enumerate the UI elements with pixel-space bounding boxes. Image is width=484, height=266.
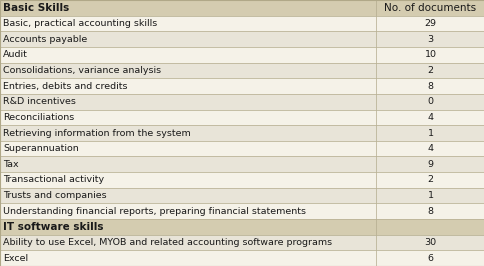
Text: Trusts and companies: Trusts and companies	[3, 191, 106, 200]
Text: Consolidations, variance analysis: Consolidations, variance analysis	[3, 66, 161, 75]
Bar	[375, 250, 484, 266]
Bar	[0, 172, 375, 188]
Bar	[375, 219, 484, 235]
Bar	[375, 156, 484, 172]
Bar	[375, 94, 484, 110]
Text: 29: 29	[424, 19, 436, 28]
Text: 2: 2	[426, 176, 433, 184]
Bar	[375, 141, 484, 156]
Bar	[0, 156, 375, 172]
Bar	[0, 0, 375, 16]
Text: Basic Skills: Basic Skills	[3, 3, 69, 13]
Bar	[375, 31, 484, 47]
Bar	[0, 125, 375, 141]
Bar	[375, 78, 484, 94]
Bar	[0, 31, 375, 47]
Text: 8: 8	[426, 207, 433, 216]
Bar	[375, 235, 484, 250]
Text: Audit: Audit	[3, 50, 28, 59]
Text: 1: 1	[426, 128, 433, 138]
Text: Entries, debits and credits: Entries, debits and credits	[3, 82, 127, 90]
Bar	[0, 63, 375, 78]
Text: 8: 8	[426, 82, 433, 90]
Bar	[0, 94, 375, 110]
Text: Accounts payable: Accounts payable	[3, 35, 87, 44]
Bar	[375, 0, 484, 16]
Bar	[0, 203, 375, 219]
Text: Ability to use Excel, MYOB and related accounting software programs: Ability to use Excel, MYOB and related a…	[3, 238, 332, 247]
Bar	[375, 188, 484, 203]
Bar	[0, 219, 375, 235]
Bar	[0, 235, 375, 250]
Bar	[375, 110, 484, 125]
Bar	[0, 188, 375, 203]
Text: Reconciliations: Reconciliations	[3, 113, 74, 122]
Bar	[0, 47, 375, 63]
Bar	[0, 16, 375, 31]
Text: Excel: Excel	[3, 254, 28, 263]
Text: Understanding financial reports, preparing financial statements: Understanding financial reports, prepari…	[3, 207, 305, 216]
Bar	[375, 172, 484, 188]
Text: No. of documents: No. of documents	[384, 3, 475, 13]
Text: Superannuation: Superannuation	[3, 144, 78, 153]
Bar	[375, 203, 484, 219]
Text: Basic, practical accounting skills: Basic, practical accounting skills	[3, 19, 157, 28]
Text: 6: 6	[426, 254, 433, 263]
Text: R&D incentives: R&D incentives	[3, 97, 76, 106]
Bar	[0, 250, 375, 266]
Text: 0: 0	[426, 97, 433, 106]
Text: Tax: Tax	[3, 160, 18, 169]
Text: 10: 10	[424, 50, 436, 59]
Bar	[0, 78, 375, 94]
Bar	[375, 63, 484, 78]
Text: 4: 4	[426, 113, 433, 122]
Bar	[375, 47, 484, 63]
Text: 2: 2	[426, 66, 433, 75]
Text: Transactional activity: Transactional activity	[3, 176, 104, 184]
Bar	[0, 110, 375, 125]
Text: 9: 9	[426, 160, 433, 169]
Text: Retrieving information from the system: Retrieving information from the system	[3, 128, 190, 138]
Text: 30: 30	[424, 238, 436, 247]
Text: 3: 3	[426, 35, 433, 44]
Text: 1: 1	[426, 191, 433, 200]
Bar	[375, 125, 484, 141]
Text: 4: 4	[426, 144, 433, 153]
Bar	[0, 141, 375, 156]
Text: IT software skills: IT software skills	[3, 222, 103, 232]
Bar	[375, 16, 484, 31]
